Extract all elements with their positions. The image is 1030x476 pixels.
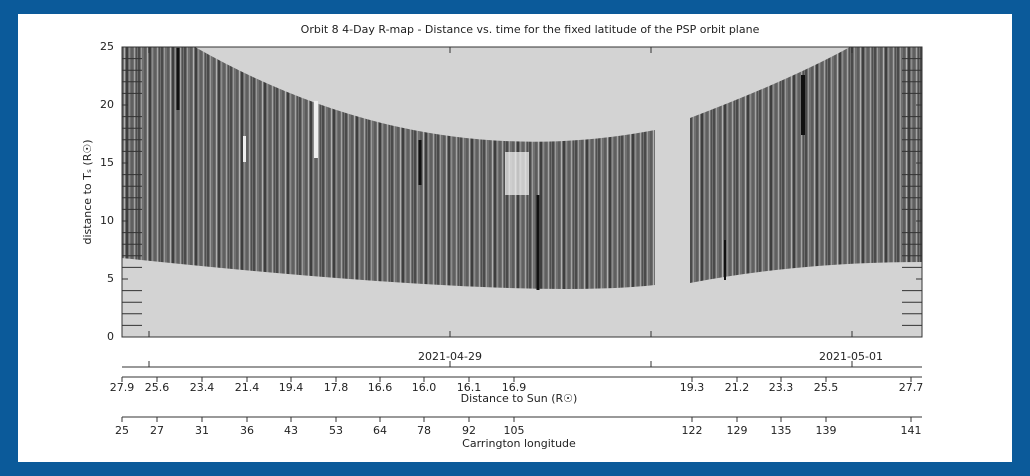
axis-tick-label: 27	[150, 424, 164, 437]
axis-tick-label: 16.0	[412, 381, 437, 394]
axis-tick-label: 16.9	[502, 381, 527, 394]
y-tick-label: 5	[107, 272, 114, 285]
axis-tick-label: 16.6	[368, 381, 393, 394]
axis-tick-label: 25.5	[814, 381, 839, 394]
axis-tick-label: 21.4	[235, 381, 260, 394]
axis-tick-label: 36	[240, 424, 254, 437]
axis-tick-label: 23.3	[769, 381, 794, 394]
axis-tick-label: 129	[727, 424, 748, 437]
axis-tick-label: 19.3	[680, 381, 705, 394]
bright-features	[243, 101, 529, 195]
plot-frame	[121, 46, 923, 338]
axis-tick-label: 27.9	[110, 381, 135, 394]
y-axis-title: distance to Tₛ (R☉)	[81, 139, 94, 244]
axis-tick-label: 139	[816, 424, 837, 437]
y-tick-label: 20	[100, 98, 114, 111]
chart-title: Orbit 8 4-Day R-map - Distance vs. time …	[301, 23, 760, 36]
axis-tick-label: 122	[682, 424, 703, 437]
y-tick-label: 15	[100, 156, 114, 169]
date-label: 2021-05-01	[819, 350, 883, 363]
y-tick-label: 25	[100, 40, 114, 53]
y-tick-label: 0	[107, 330, 114, 343]
axis-tick-label: 43	[284, 424, 298, 437]
axis-tick-label: 23.4	[190, 381, 215, 394]
rmap-image	[122, 47, 655, 289]
axis-tick-label: 105	[504, 424, 525, 437]
carrington-axis-title: Carrington longitude	[462, 437, 576, 450]
rmap-image	[690, 47, 922, 283]
axis-tick-label: 53	[329, 424, 343, 437]
date-label: 2021-04-29	[418, 350, 482, 363]
axis-tick-label: 78	[417, 424, 431, 437]
axis-tick-label: 16.1	[457, 381, 482, 394]
y-tick-label: 10	[100, 214, 114, 227]
axis-tick-label: 64	[373, 424, 387, 437]
axis-tick-label: 141	[901, 424, 922, 437]
axis-tick-label: 17.8	[324, 381, 349, 394]
axis-tick-label: 31	[195, 424, 209, 437]
axis-tick-label: 21.2	[725, 381, 750, 394]
axis-tick-label: 25	[115, 424, 129, 437]
streaks	[176, 48, 805, 290]
axis-tick-label: 25.6	[145, 381, 170, 394]
axis-tick-label: 135	[771, 424, 792, 437]
axis-tick-label: 19.4	[279, 381, 304, 394]
distance-axis-title: Distance to Sun (R☉)	[461, 392, 578, 405]
axis-tick-label: 27.7	[899, 381, 924, 394]
axis-tick-label: 92	[462, 424, 476, 437]
